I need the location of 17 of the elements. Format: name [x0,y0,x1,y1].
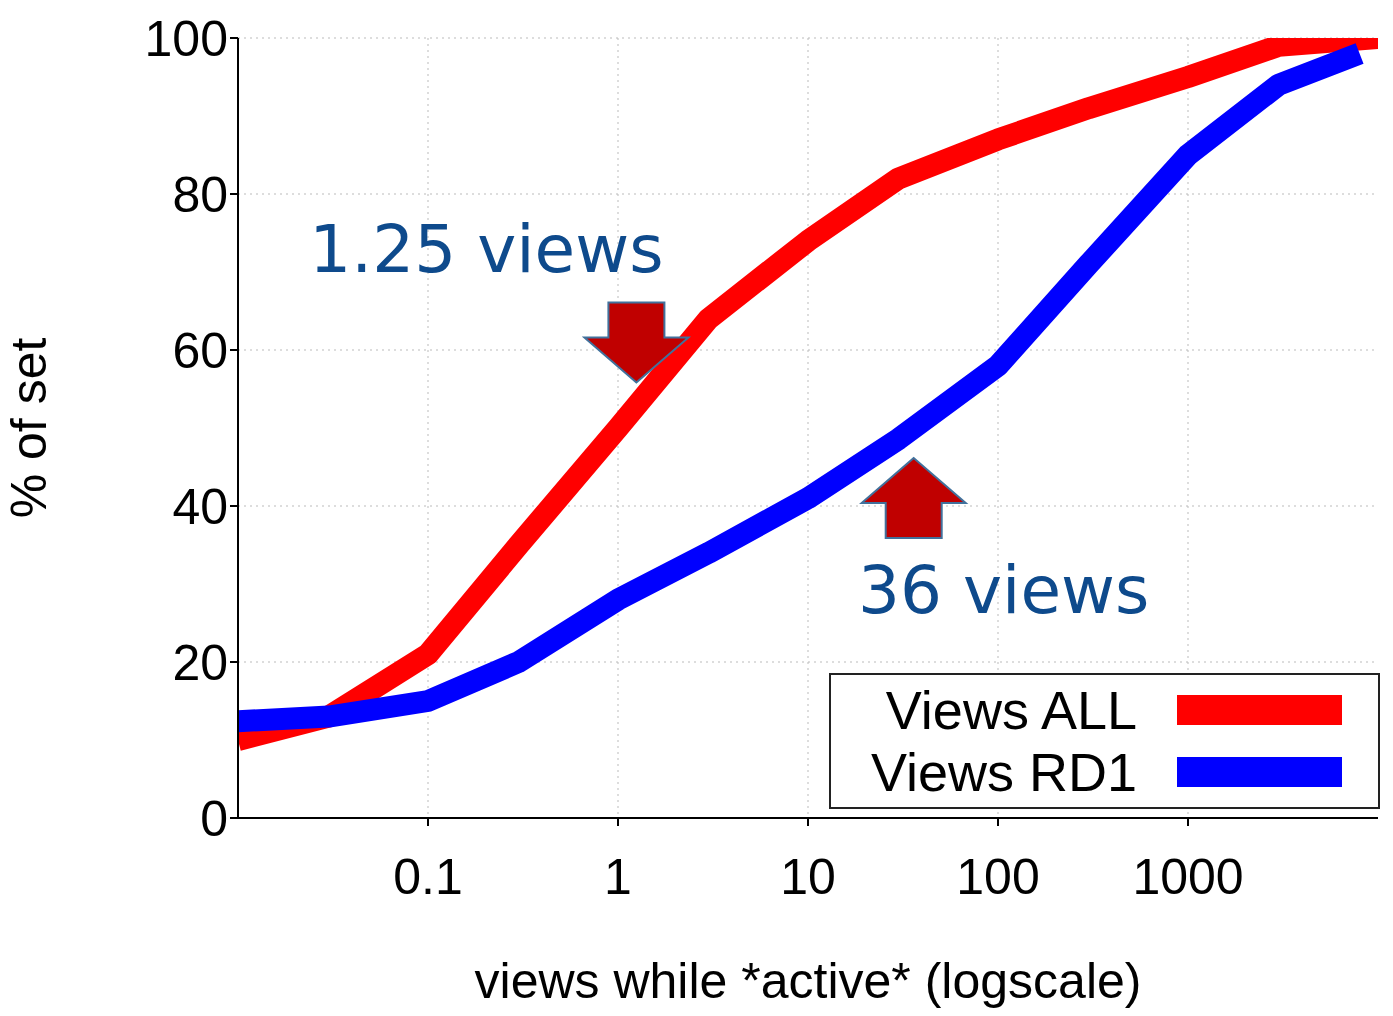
y-tick-label: 40 [172,478,228,535]
x-tick-label: 10 [780,848,836,905]
annotation: 36 views [858,552,1150,629]
y-tick-label: 20 [172,634,228,691]
y-tick-label: 100 [144,10,228,67]
annotation: 1.25 views [309,211,664,289]
y-axis-title: % of set [0,337,57,519]
x-tick-label: 100 [956,848,1040,905]
y-tick-label: 0 [200,790,228,847]
x-tick-label: 1000 [1132,848,1244,905]
x-tick-label: 1 [604,848,632,905]
legend-label: Views RD1 [870,741,1137,803]
x-axis-title: views while *active* (logscale) [474,953,1142,1009]
x-tick-label: 0.1 [393,848,463,905]
legend-label: Views ALL [885,679,1137,741]
y-tick-label: 60 [172,322,228,379]
y-tick-label: 80 [172,166,228,223]
